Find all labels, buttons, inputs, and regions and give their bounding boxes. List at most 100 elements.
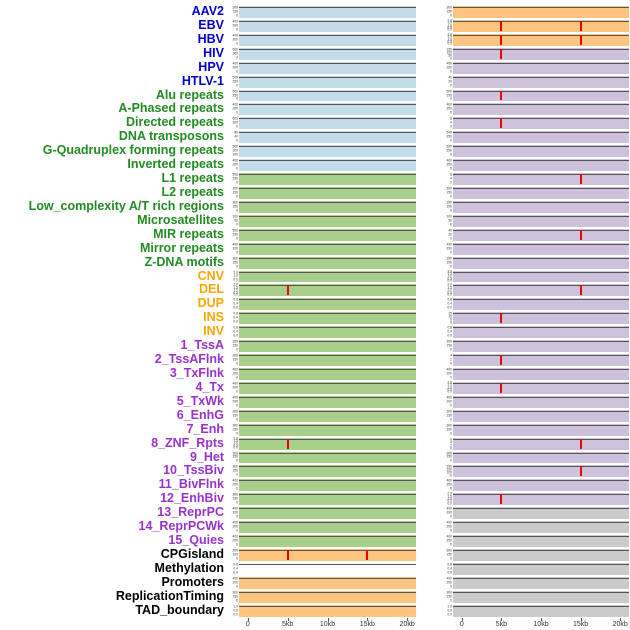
y-tick-label: 0.4 — [233, 567, 238, 571]
feature-label: 14_ReprPCWk — [138, 519, 224, 534]
y-tick-label: 200 — [232, 581, 238, 585]
y-tick-label: 300 — [232, 451, 238, 456]
y-tick-label: 20 — [448, 79, 452, 84]
feature-row: Mirror repeats 400 200 0 400 200 0 — [0, 241, 630, 256]
signal-trace — [453, 396, 629, 398]
axis-middle-spacer — [416, 618, 453, 630]
y-tick-label: 200 — [232, 65, 238, 70]
right-y-axis: 2.0 1.5 1.0 0.5 0.0 — [442, 19, 453, 33]
y-tick-label: 400 — [446, 535, 452, 539]
y-tick-label: 300 — [446, 451, 452, 456]
y-tick-label: 0 — [236, 195, 238, 199]
y-tick-label: 200 — [232, 246, 238, 251]
feature-label: DUP — [197, 296, 224, 311]
x-tick-mark — [461, 617, 463, 621]
signal-trace — [239, 549, 416, 551]
y-tick-label: 0.5 — [233, 444, 238, 448]
signal-trace — [239, 76, 416, 78]
y-tick-label: 1.5 — [233, 286, 238, 290]
left-y-axis: 500 250 0 — [228, 228, 239, 242]
left-y-axis: 1.0 0.5 0.0 — [228, 604, 239, 618]
right-y-axis: 0.8 0.4 0.0 — [442, 297, 453, 311]
right-profile-panel — [453, 493, 629, 506]
y-tick-label: 300 — [232, 591, 238, 595]
right-y-axis: 400 200 0 — [442, 158, 453, 172]
y-tick-label: 0 — [450, 348, 452, 352]
signal-trace — [239, 536, 416, 538]
y-tick-label: 200 — [446, 372, 452, 376]
right-y-axis: 400 200 0 — [442, 506, 453, 520]
column-gap — [416, 200, 442, 214]
right-profile-panel — [453, 200, 629, 213]
y-tick-label: 0 — [236, 167, 238, 171]
left-profile-panel — [239, 298, 416, 311]
y-tick-label: 300 — [446, 187, 452, 191]
signal-trace — [239, 104, 416, 106]
y-tick-label: 200 — [232, 483, 238, 487]
right-profile-panel — [453, 465, 629, 478]
right-y-axis: 400 200 0 — [442, 102, 453, 116]
y-tick-label: 0 — [236, 97, 238, 102]
signal-trace — [453, 146, 629, 148]
column-gap — [416, 325, 442, 339]
right-profile-panel — [453, 381, 629, 394]
y-tick-label: 150 — [232, 414, 238, 418]
y-tick-label: 500 — [232, 173, 238, 177]
signal-trace — [453, 536, 629, 538]
y-tick-label: 300 — [232, 423, 238, 428]
left-y-axis: 400 200 0 — [228, 576, 239, 590]
y-tick-label: 0 — [450, 223, 452, 227]
y-tick-label: 0 — [450, 237, 452, 241]
y-tick-label: 250 — [232, 93, 238, 98]
x-tick-mark — [247, 617, 249, 621]
left-profile-panel — [239, 423, 416, 436]
peak-marker — [500, 382, 503, 393]
signal-trace — [453, 90, 629, 92]
y-tick-label: 0 — [450, 376, 452, 380]
feature-label: 12_EnhBiv — [160, 491, 224, 506]
signal-trace — [453, 424, 629, 426]
y-tick-label: 100 — [232, 153, 238, 157]
signal-trace — [239, 313, 416, 315]
y-tick-label: 400 — [446, 368, 452, 372]
feature-row: ReplicationTiming 300 150 0 300 150 0 — [0, 589, 630, 604]
signal-trace — [239, 522, 416, 524]
column-gap — [416, 506, 442, 520]
left-profile-panel — [239, 6, 416, 18]
peak-marker — [286, 438, 289, 449]
y-tick-label: 400 — [446, 243, 452, 247]
left-y-axis: 2.0 1.5 1.0 0.5 0.0 — [228, 437, 239, 451]
y-tick-label: 50 — [234, 219, 238, 223]
signal-trace — [453, 76, 629, 78]
y-tick-label: 0.4 — [447, 567, 452, 571]
y-tick-label: 6 — [450, 173, 452, 177]
left-profile-panel — [239, 451, 416, 464]
feature-label: L2 repeats — [161, 184, 224, 199]
feature-row: CPGisland 200 100 0 300 150 0 — [0, 547, 630, 562]
y-tick-label: 300 — [232, 201, 238, 205]
right-profile-panel — [453, 159, 629, 172]
feature-label: INS — [203, 310, 224, 325]
column-gap — [416, 381, 442, 395]
left-profile-panel — [239, 381, 416, 394]
right-profile-panel — [453, 33, 629, 46]
y-tick-label: 0.5 — [233, 608, 238, 613]
signal-trace — [239, 341, 416, 343]
y-tick-label: 200 — [232, 525, 238, 529]
signal-trace — [239, 62, 416, 64]
x-tick-mark — [327, 617, 329, 621]
y-tick-label: 0 — [236, 543, 238, 547]
signal-trace — [453, 201, 629, 203]
y-tick-label: 400 — [232, 521, 238, 525]
right-y-axis: 100 50 0 — [442, 214, 453, 228]
y-tick-label: 0.0 — [233, 306, 238, 310]
signal-trace — [239, 368, 416, 370]
left-profile-panel — [239, 256, 416, 269]
feature-label: Low_complexity A/T rich regions — [28, 198, 224, 213]
y-tick-label: 150 — [446, 553, 452, 557]
y-tick-label: 0.5 — [447, 277, 452, 281]
feature-row: 5_TxWk 400 200 0 400 200 0 — [0, 394, 630, 409]
